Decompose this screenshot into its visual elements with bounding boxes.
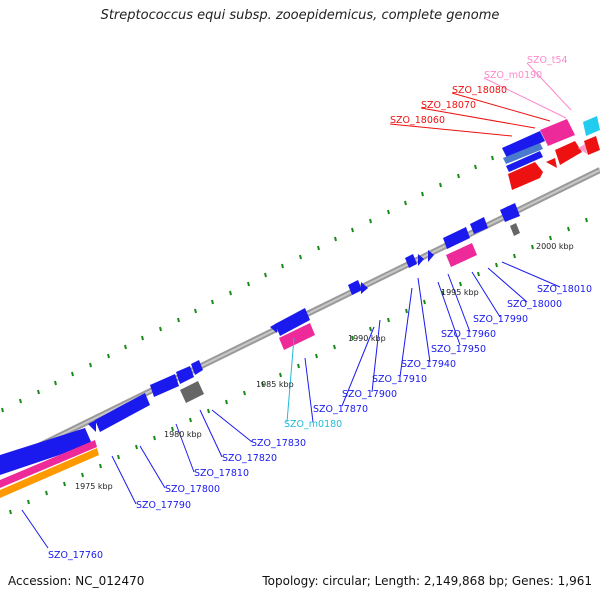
gene-label: SZO_17800 [165, 484, 220, 495]
scale-label-2000: 2000 kbp [536, 242, 574, 251]
gene-label: SZO_17990 [473, 314, 528, 325]
gene-label: SZO_18070 [421, 100, 476, 111]
scale-label-1985: 1985 kbp [256, 380, 294, 389]
gene-label: SZO_17960 [441, 329, 496, 340]
gene-label: SZO_18060 [390, 115, 445, 126]
gene-labels: SZO_t54 SZO_m0190 SZO_18080 SZO_18070 SZ… [48, 55, 592, 561]
gene-label: SZO_17900 [342, 389, 397, 400]
gene-label: SZO_18000 [507, 299, 562, 310]
misc-features [180, 223, 520, 403]
right-cluster [502, 116, 600, 190]
gene-label: SZO_m0190 [484, 70, 542, 81]
track-bands [0, 428, 99, 498]
gene-label: SZO_18080 [452, 85, 507, 96]
gene-label: SZO_t54 [527, 55, 568, 66]
gene-label: SZO_17830 [251, 438, 306, 449]
map-title: Streptococcus equi subsp. zooepidemicus,… [100, 8, 500, 23]
scale-label-1975: 1975 kbp [75, 482, 113, 491]
leader-lines [21, 62, 572, 549]
scale-ticks [1, 155, 588, 515]
gene-label: SZO_17940 [401, 359, 456, 370]
kbp-labels: 1975 kbp 1980 kbp 1985 kbp 1990 kbp 1995… [75, 242, 574, 491]
scale-label-1990: 1990 kbp [348, 334, 386, 343]
accession-text: Accession: NC_012470 [8, 574, 145, 588]
gene-label: SZO_17870 [313, 404, 368, 415]
gene-label: SZO_18010 [537, 284, 592, 295]
gene-arrows [88, 206, 510, 432]
forward-genes [95, 203, 520, 432]
gene-label: SZO_m0180 [284, 419, 342, 430]
gene-label: SZO_17760 [48, 550, 103, 561]
genome-summary-text: Topology: circular; Length: 2,149,868 bp… [262, 574, 592, 588]
gene-label: SZO_17810 [194, 468, 249, 479]
gene-label: SZO_17820 [222, 453, 277, 464]
gene-label: SZO_17790 [136, 500, 191, 511]
scale-label-1980: 1980 kbp [164, 430, 202, 439]
scale-label-1995: 1995 kbp [441, 288, 479, 297]
gene-label: SZO_17950 [431, 344, 486, 355]
gene-label: SZO_17910 [372, 374, 427, 385]
